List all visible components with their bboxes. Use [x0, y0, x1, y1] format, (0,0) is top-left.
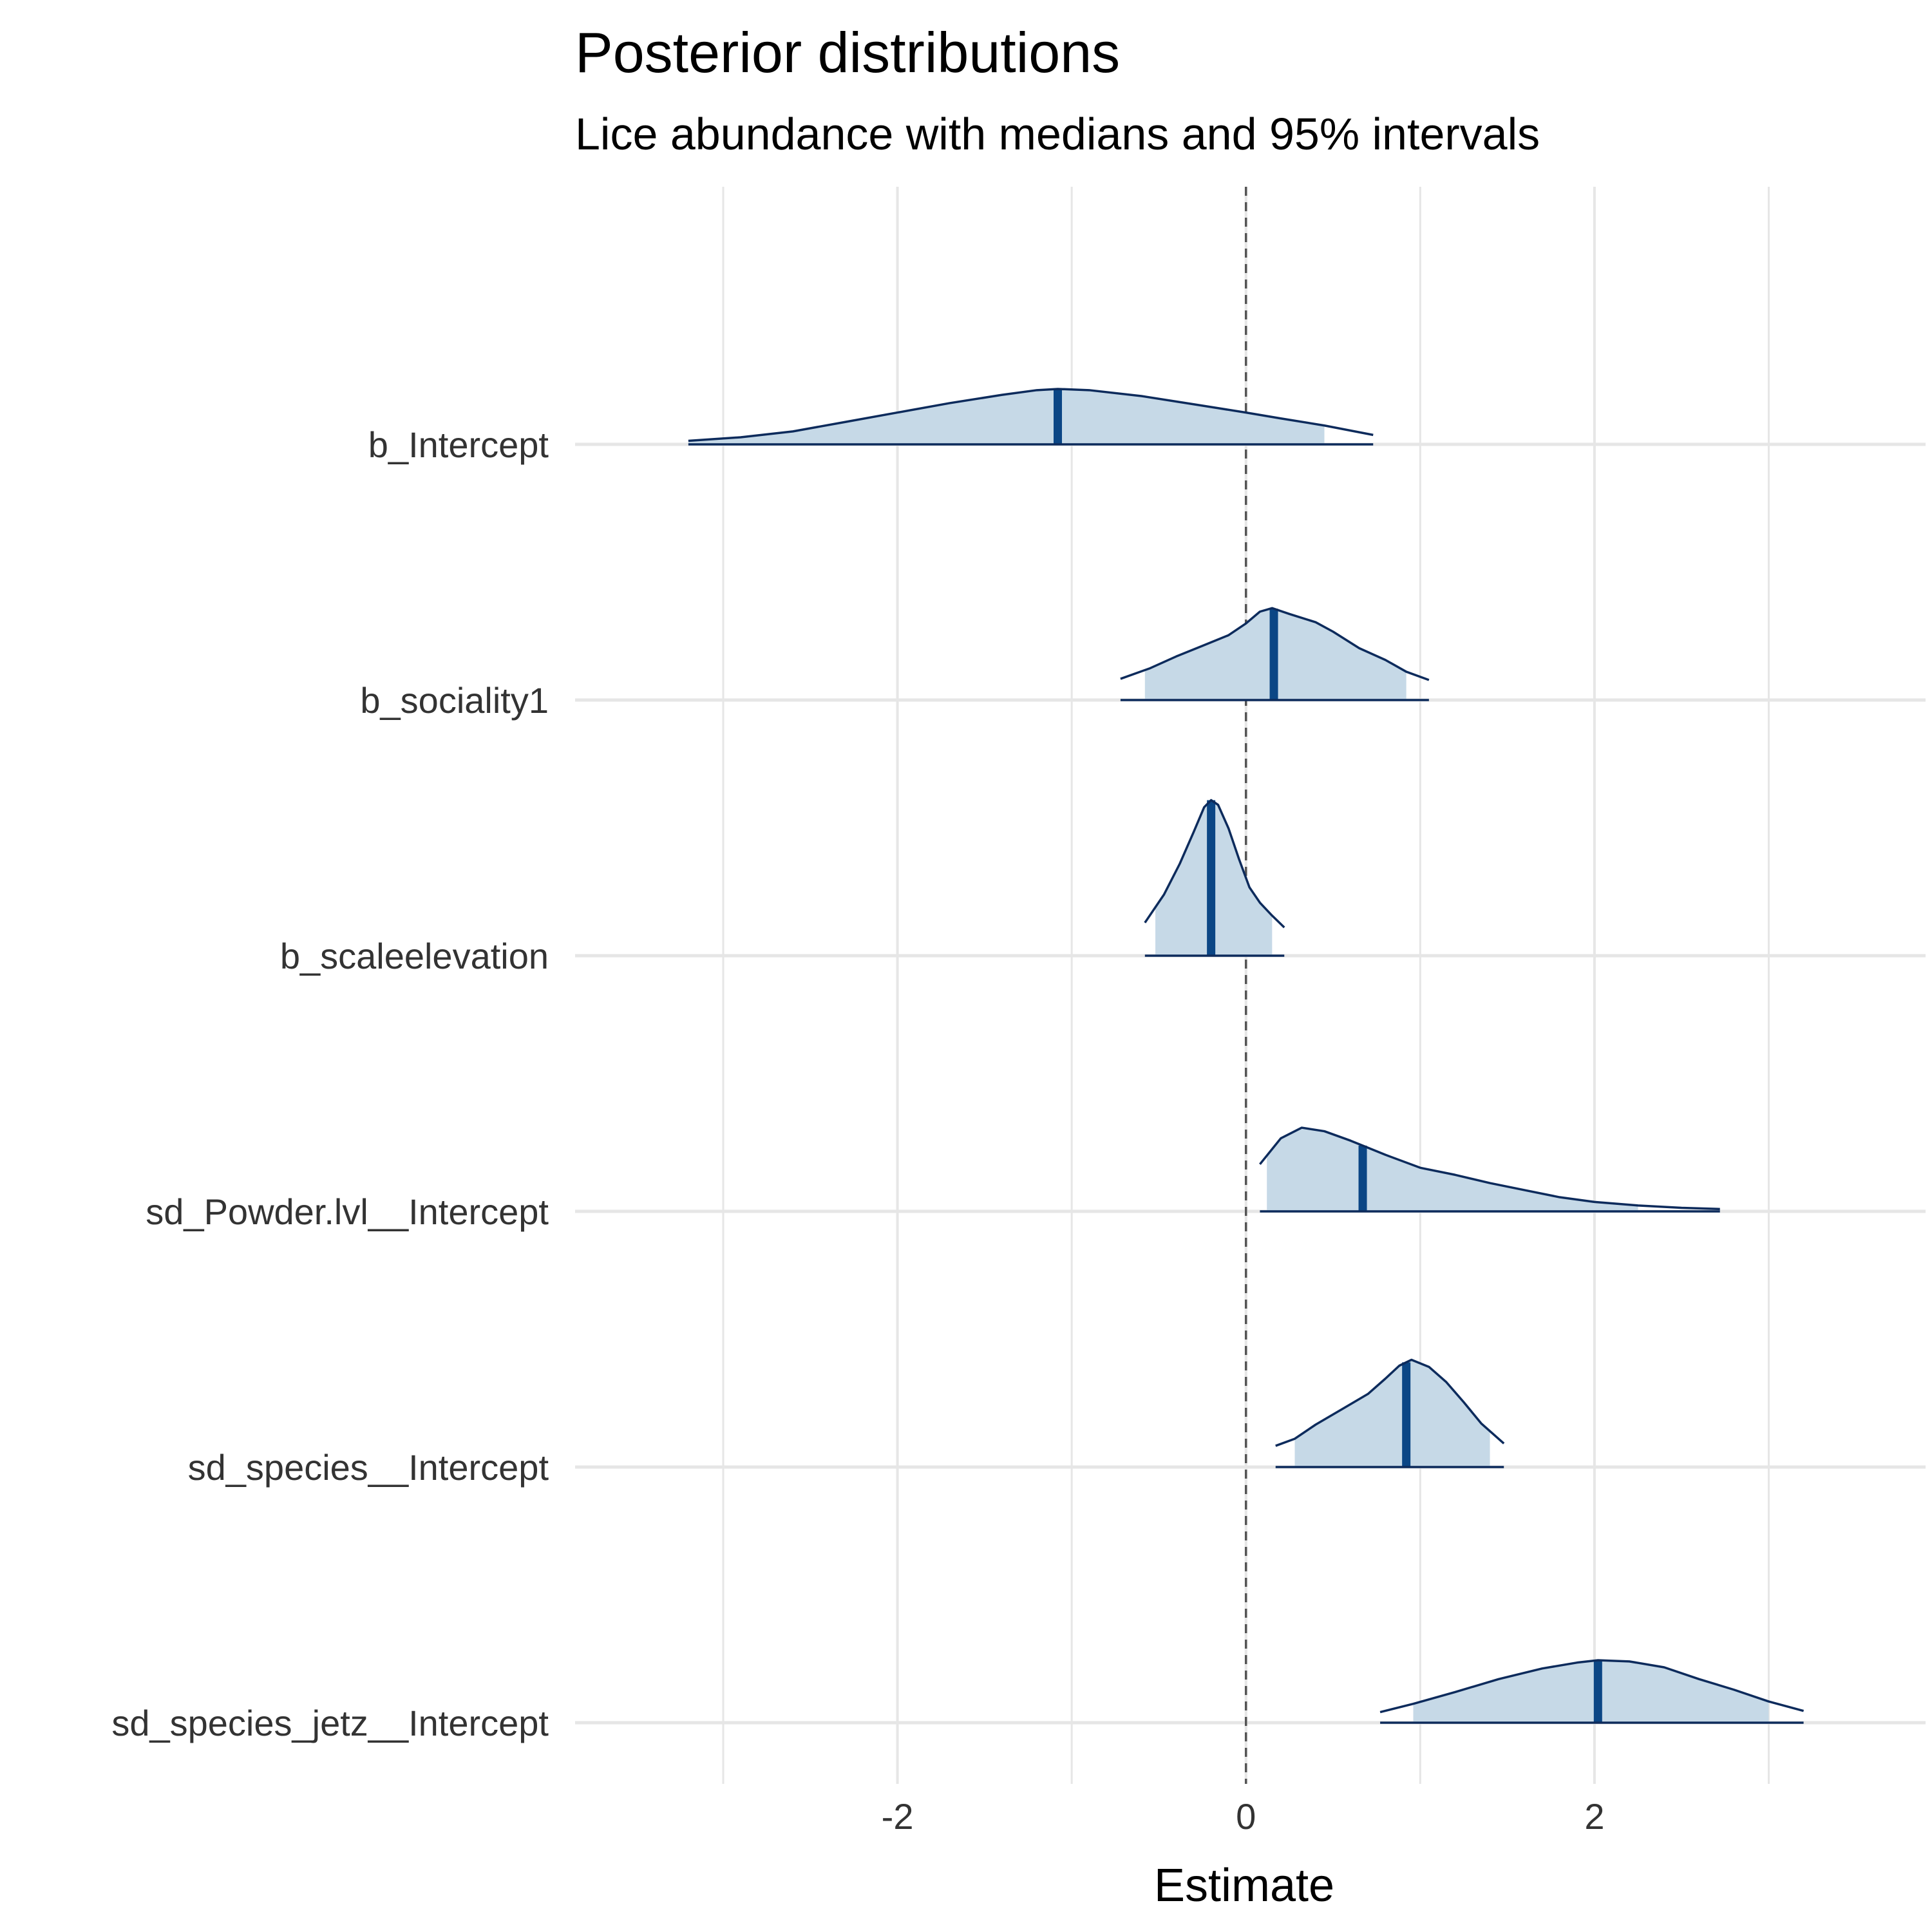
x-tick-label: 0 [1236, 1796, 1256, 1837]
density-ridge [1259, 1126, 1720, 1213]
density-outline [1144, 799, 1285, 929]
y-tick-label: b_Intercept [368, 424, 549, 465]
y-axis-labels: b_Intercept b_sociality1 b_scaleelevations… [111, 424, 549, 1743]
y-tick-label: sd_species__Intercept [188, 1447, 549, 1488]
y-tick-label: sd_species_jetz__Intercept [111, 1703, 549, 1743]
density-outline [1120, 607, 1430, 681]
x-axis-labels: -2 0 2 [882, 1796, 1605, 1837]
chart-subtitle: Lice abundance with medians and 95% inte… [575, 109, 1540, 159]
x-axis-title: Estimate [1154, 1860, 1334, 1911]
density-outline [688, 388, 1374, 442]
density-ridge [1144, 799, 1285, 957]
density-ridge [688, 388, 1374, 446]
interval-shading [1413, 1660, 1769, 1723]
chart-title: Posterior distributions [575, 21, 1120, 84]
density-ridge [1120, 607, 1430, 701]
x-tick-label: -2 [882, 1796, 914, 1837]
y-tick-label: sd_Powder.lvl__Intercept [146, 1191, 549, 1232]
x-tick-label: 2 [1584, 1796, 1604, 1837]
y-tick-label: b_sociality1 [360, 680, 549, 721]
density-ridge [1275, 1358, 1505, 1468]
interval-shading [1294, 1359, 1490, 1467]
density-outline [1379, 1659, 1804, 1714]
y-tick-label: b_scaleelevation [280, 936, 549, 976]
density-layer [688, 388, 1804, 1724]
interval-shading [1267, 1128, 1638, 1211]
density-ridge [1379, 1659, 1804, 1724]
interval-shading [688, 388, 1325, 444]
density-outline [1259, 1126, 1720, 1211]
density-outline [1275, 1358, 1505, 1447]
